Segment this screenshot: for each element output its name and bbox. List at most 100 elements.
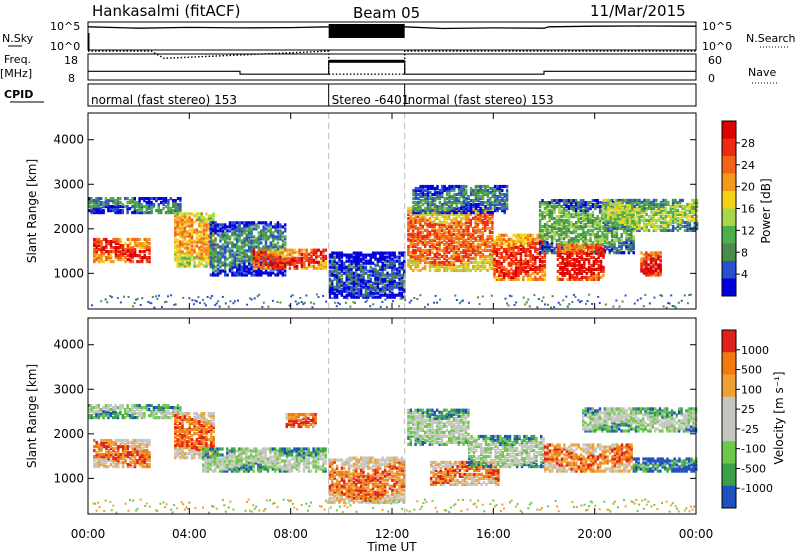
range-cell (443, 203, 446, 207)
range-cell (479, 216, 482, 220)
range-cell (491, 211, 494, 215)
range-cell (486, 240, 489, 244)
range-cell (398, 287, 401, 291)
range-cell (371, 295, 375, 299)
range-cell (260, 233, 263, 237)
range-cell (345, 287, 348, 291)
range-cell (202, 224, 206, 228)
range-cell (443, 252, 446, 257)
range-cell (500, 269, 503, 273)
range-cell (488, 218, 492, 222)
range-cell (428, 250, 432, 255)
range-cell (391, 251, 394, 255)
range-cell (340, 277, 344, 281)
range-cell (596, 199, 599, 203)
range-cell (514, 251, 518, 255)
range-cell (126, 211, 129, 215)
range-cell (529, 241, 532, 245)
range-cell (620, 205, 623, 209)
range-cell (565, 241, 568, 245)
range-cell (567, 229, 571, 233)
range-cell (601, 225, 604, 229)
range-cell (455, 214, 458, 218)
range-cell (322, 254, 325, 258)
range-cell (548, 217, 551, 221)
range-cell (257, 245, 260, 249)
range-cell (431, 224, 434, 228)
range-cell (212, 259, 215, 263)
range-cell (450, 244, 453, 249)
range-cell (145, 248, 149, 252)
range-cell (440, 236, 444, 240)
range-cell (219, 271, 222, 275)
range-cell (212, 221, 215, 225)
range-cell (212, 233, 215, 237)
range-cell (488, 220, 492, 224)
range-cell (243, 225, 246, 229)
range-cell (224, 259, 227, 263)
range-cell (626, 218, 629, 222)
range-cell (596, 221, 599, 225)
range-cell (383, 263, 387, 267)
range-cell (352, 285, 356, 289)
range-cell (188, 242, 191, 246)
range-cell (272, 245, 275, 249)
range-cell (143, 237, 146, 242)
range-cell (226, 273, 229, 277)
range-cell (596, 215, 599, 219)
range-cell (443, 234, 446, 238)
range-cell (379, 295, 382, 299)
range-cell (462, 262, 465, 267)
range-cell (448, 230, 451, 234)
range-cell (412, 226, 415, 230)
range-cell (462, 193, 466, 197)
range-cell (574, 213, 578, 217)
range-cell (136, 237, 139, 242)
range-cell (331, 291, 334, 295)
range-cell (574, 241, 578, 245)
range-cell (148, 242, 151, 246)
range-cell (621, 198, 624, 202)
range-cell (407, 224, 410, 228)
range-cell (209, 255, 212, 259)
range-cell (133, 252, 137, 256)
range-cell (467, 246, 470, 251)
range-cell (340, 253, 344, 257)
range-cell (505, 273, 508, 277)
range-cell (622, 251, 626, 255)
range-cell (355, 251, 358, 255)
range-cell (450, 195, 454, 199)
range-cell (331, 273, 334, 277)
range-cell (271, 258, 275, 262)
range-cell (148, 211, 151, 215)
range-cell (572, 209, 575, 213)
range-cell (352, 275, 356, 279)
range-cell (597, 243, 600, 247)
range-cell (264, 266, 268, 270)
range-cell (145, 197, 148, 201)
range-cell (428, 266, 432, 271)
range-cell (582, 237, 585, 241)
range-cell (565, 229, 568, 233)
range-cell (174, 199, 177, 203)
range-cell (298, 256, 301, 260)
range-cell (233, 229, 236, 233)
range-cell (505, 193, 509, 197)
range-cell (561, 273, 564, 277)
range-cell (303, 262, 306, 266)
range-cell (495, 253, 499, 257)
range-cell (598, 229, 602, 233)
range-cell (643, 224, 646, 228)
range-cell (150, 203, 153, 207)
range-cell (400, 273, 404, 277)
range-cell (362, 265, 365, 269)
range-cell (469, 238, 472, 242)
range-cell (577, 219, 580, 223)
range-cell (243, 229, 246, 233)
range-cell (221, 235, 224, 239)
range-cell (419, 246, 422, 251)
range-cell (498, 275, 501, 279)
range-cell (438, 244, 441, 249)
range-cell (597, 275, 600, 279)
range-cell (238, 251, 241, 255)
